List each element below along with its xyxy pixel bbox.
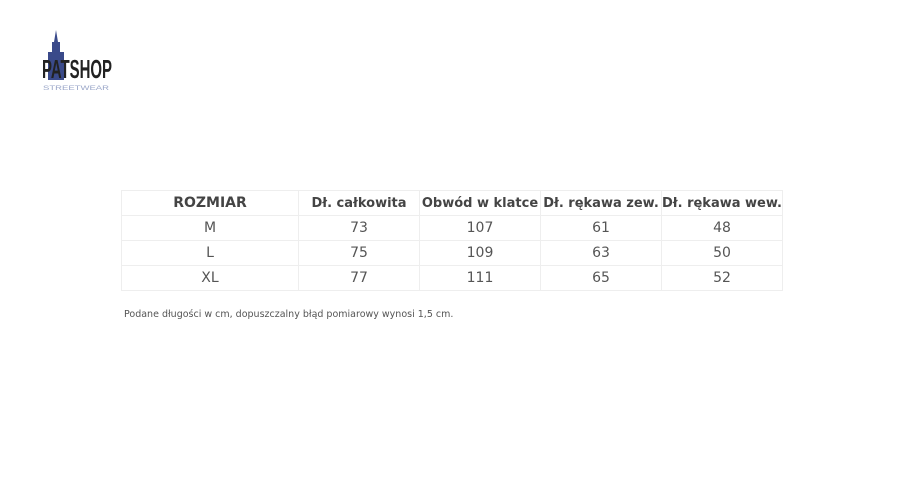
- measurement-note: Podane długości w cm, dopuszczalny błąd …: [124, 309, 454, 320]
- table-row: M 73 107 61 48: [121, 215, 783, 241]
- table-cell: XL: [121, 265, 299, 291]
- header-sleeve-inner: Dł. rękawa wew.: [661, 190, 783, 216]
- header-total-length: Dł. całkowita: [298, 190, 420, 216]
- table-cell: 52: [661, 265, 783, 291]
- header-sleeve-outer: Dł. rękawa zew.: [540, 190, 662, 216]
- table-cell: 77: [298, 265, 420, 291]
- table-cell: 75: [298, 240, 420, 266]
- svg-text:STREETWEAR: STREETWEAR: [43, 86, 110, 92]
- table-cell: 65: [540, 265, 662, 291]
- header-chest: Obwód w klatce: [419, 190, 541, 216]
- size-table: ROZMIAR Dł. całkowita Obwód w klatce Dł.…: [121, 190, 783, 291]
- patshop-logo[interactable]: PATSHOP STREETWEAR: [40, 30, 115, 95]
- table-row: XL 77 111 65 52: [121, 265, 783, 291]
- table-cell: 73: [298, 215, 420, 241]
- table-cell: 63: [540, 240, 662, 266]
- table-cell: 107: [419, 215, 541, 241]
- table-cell: M: [121, 215, 299, 241]
- table-cell: 61: [540, 215, 662, 241]
- table-cell: 50: [661, 240, 783, 266]
- table-row: L 75 109 63 50: [121, 240, 783, 266]
- svg-text:PATSHOP: PATSHOP: [42, 54, 112, 84]
- table-cell: 109: [419, 240, 541, 266]
- header-size: ROZMIAR: [121, 190, 299, 216]
- table-cell: L: [121, 240, 299, 266]
- table-cell: 48: [661, 215, 783, 241]
- table-header-row: ROZMIAR Dł. całkowita Obwód w klatce Dł.…: [121, 190, 783, 216]
- table-cell: 111: [419, 265, 541, 291]
